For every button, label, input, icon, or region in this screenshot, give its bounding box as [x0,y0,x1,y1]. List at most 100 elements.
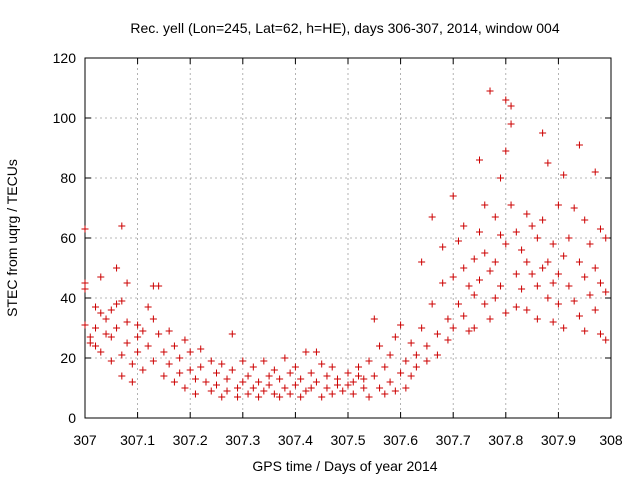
data-point-marker [365,357,373,365]
data-point-marker [433,330,441,338]
data-point-marker [402,357,410,365]
data-point-marker [591,306,599,314]
data-point-marker [213,381,220,389]
data-point-marker [549,318,557,326]
data-point-marker [355,363,363,371]
data-point-marker [149,315,157,323]
data-point-marker [155,330,163,338]
chart-title: Rec. yell (Lon=245, Lat=62, h=HE), days … [130,20,559,36]
y-axis-ticks: 0 20 40 60 80 100 120 [53,50,611,426]
data-point-marker [97,348,105,356]
data-point-marker [433,351,441,359]
y-axis-label: STEC from uqrg / TECUs [4,159,20,317]
x-tick-label: 307.7 [436,432,471,448]
data-point-marker [291,363,299,371]
data-point-marker [118,351,126,359]
data-point-marker [533,315,541,323]
data-point-marker [575,312,583,320]
data-point-marker [386,351,394,359]
data-point-marker [454,237,462,245]
x-tick-label: 307.4 [278,432,313,448]
data-point-marker [170,342,178,350]
x-tick-label: 307.5 [330,432,365,448]
data-point-marker [181,384,189,392]
data-point-marker [507,102,515,110]
data-point-marker [107,306,115,314]
data-point-marker [423,357,431,365]
data-point-marker [107,357,115,365]
data-point-marker [460,264,468,272]
data-point-marker [333,381,341,389]
data-point-marker [123,279,131,287]
data-point-marker [476,276,483,284]
data-point-marker [491,213,499,221]
data-point-marker [497,282,505,290]
data-point-marker [412,363,420,371]
y-tick-label: 40 [60,290,76,306]
data-point-marker [113,300,121,308]
data-point-marker [407,339,415,347]
data-point-marker [234,384,242,392]
data-point-marker [307,369,315,377]
data-point-marker [186,366,194,374]
data-point-marker [533,234,541,242]
data-point-marker [370,315,378,323]
data-point-marker [412,351,420,359]
data-point-marker [249,363,257,371]
data-point-marker [118,222,126,230]
data-point-marker [449,324,457,332]
data-point-marker [539,264,547,272]
data-point-marker [265,372,273,380]
data-point-marker [113,264,121,272]
data-point-marker [523,258,531,266]
data-point-marker [328,363,336,371]
data-point-marker [512,228,520,236]
data-point-marker [181,336,189,344]
data-point-marker [518,246,526,254]
data-point-marker [523,210,531,218]
data-point-marker [344,381,352,389]
data-point-marker [512,270,520,278]
y-tick-label: 0 [68,410,76,426]
data-point-marker [507,201,515,209]
x-tick-label: 307.3 [225,432,260,448]
data-point-marker [170,378,178,386]
data-point-marker [602,234,610,242]
data-point-marker [234,393,242,401]
data-point-marker [207,357,215,365]
data-point-marker [276,393,284,401]
data-point-marker [113,324,121,332]
data-point-marker [276,375,284,383]
y-tick-label: 80 [60,170,76,186]
data-point-marker [218,393,226,401]
data-point-marker [265,381,273,389]
data-point-marker [144,342,152,350]
data-point-marker [228,330,236,338]
data-point-marker [97,273,105,281]
data-point-marker [355,372,363,380]
data-point-marker [307,384,315,392]
data-point-marker [602,336,610,344]
data-point-marker [281,384,289,392]
data-point-marker [533,282,541,290]
data-point-marker [444,315,452,323]
data-point-marker [565,282,573,290]
data-point-marker [213,369,220,377]
data-point-marker [602,288,610,296]
data-point-marker [554,300,562,308]
data-point-marker [149,357,157,365]
data-points [81,87,610,401]
data-point-marker [255,393,263,401]
data-point-marker [454,300,462,308]
data-point-marker [470,324,478,332]
data-point-marker [397,321,405,329]
data-point-marker [165,360,173,368]
y-tick-label: 120 [53,50,77,66]
x-tick-label: 307.2 [173,432,208,448]
data-point-marker [128,378,136,386]
data-point-marker [554,201,562,209]
data-point-marker [191,375,199,383]
x-tick-label: 307 [73,432,97,448]
data-point-marker [102,315,110,323]
data-point-marker [376,384,384,392]
